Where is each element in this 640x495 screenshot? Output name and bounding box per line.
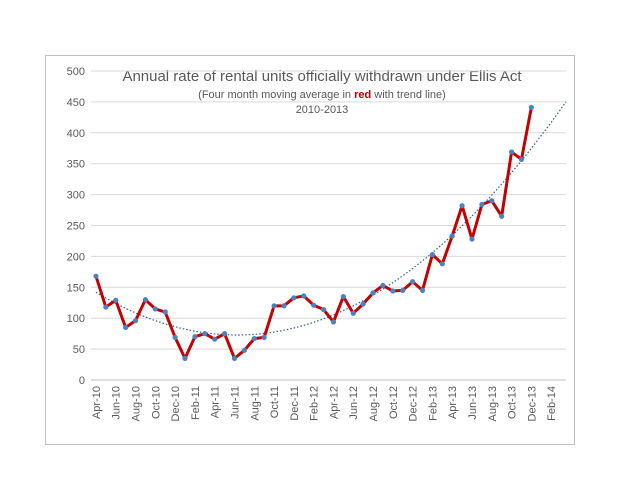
data-point — [132, 318, 139, 324]
data-points — [93, 104, 534, 361]
data-point — [459, 203, 465, 209]
data-point — [518, 156, 525, 162]
y-tick-label: 100 — [67, 313, 85, 325]
data-point — [340, 293, 346, 300]
data-point — [439, 261, 445, 267]
data-point — [241, 347, 247, 353]
subtitle-part: (Four month moving average in — [198, 89, 354, 101]
data-point — [479, 201, 485, 208]
data-point — [469, 236, 475, 242]
x-tick-label: Aug-11 — [249, 386, 261, 421]
y-tick-label: 350 — [67, 159, 85, 171]
data-point — [271, 303, 277, 309]
data-point — [380, 282, 386, 289]
data-point — [251, 335, 257, 342]
x-tick-label: Jun-12 — [348, 386, 360, 420]
data-point — [113, 297, 119, 303]
x-tick-label: Dec-10 — [170, 386, 182, 421]
x-tick-label: Oct-12 — [388, 386, 400, 419]
data-point — [528, 104, 534, 111]
x-tick-label: Jun-10 — [111, 386, 123, 420]
y-tick-label: 150 — [67, 282, 85, 294]
x-tick-label: Oct-10 — [150, 386, 162, 419]
y-tick-label: 450 — [67, 97, 85, 109]
y-axis-ticks: 0 50 100 150 200 250 300 350 400 450 500 — [67, 66, 85, 387]
y-tick-label: 50 — [73, 344, 85, 356]
y-tick-label: 250 — [67, 221, 85, 233]
data-point — [350, 310, 356, 316]
y-tick-label: 500 — [67, 66, 85, 78]
data-point — [360, 301, 366, 307]
gridlines — [91, 70, 566, 381]
data-point — [301, 293, 307, 299]
data-point — [182, 355, 188, 361]
line-chart: Annual rate of rental units officially w… — [67, 66, 567, 421]
x-tick-label: Oct-13 — [507, 386, 519, 419]
data-point — [499, 213, 505, 219]
data-point — [508, 149, 515, 155]
data-point — [489, 198, 495, 204]
data-point — [202, 331, 208, 337]
data-point — [162, 309, 168, 315]
x-tick-label: Dec-13 — [526, 386, 538, 421]
data-point — [103, 304, 109, 310]
series-line — [94, 107, 533, 360]
data-point — [291, 295, 297, 301]
trend-line — [95, 101, 567, 336]
chart-title: Annual rate of rental units officially w… — [122, 68, 522, 85]
x-tick-label: Aug-12 — [368, 386, 380, 421]
x-tick-label: Apr-13 — [447, 386, 459, 419]
series-polyline — [94, 107, 533, 360]
data-point — [400, 287, 406, 293]
chart-subtitle: (Four month moving average in red with t… — [198, 89, 446, 101]
data-point — [429, 251, 436, 258]
data-point — [261, 334, 267, 340]
data-point — [320, 306, 327, 313]
data-point — [172, 334, 178, 340]
data-point — [93, 273, 99, 279]
y-tick-label: 400 — [67, 128, 85, 140]
data-point — [311, 302, 317, 308]
x-tick-label: Apr-11 — [210, 386, 222, 418]
x-tick-label: Jun-11 — [229, 386, 241, 419]
x-tick-label: Feb-14 — [546, 386, 558, 421]
data-point — [410, 279, 416, 285]
data-point — [231, 355, 238, 361]
data-point — [212, 336, 218, 342]
subtitle-red-word: red — [354, 89, 371, 101]
x-axis-ticks: Apr-10 Jun-10 Aug-10 Oct-10 Dec-10 Feb-11 Apr-… — [91, 386, 558, 421]
x-tick-label: Dec-11 — [289, 386, 301, 421]
y-tick-label: 200 — [67, 251, 85, 263]
chart-frame: Annual rate of rental units officially w… — [45, 55, 575, 445]
trend-polyline — [95, 101, 567, 336]
x-tick-label: Dec-12 — [408, 386, 420, 421]
x-tick-label: Feb-13 — [427, 386, 439, 421]
data-point — [419, 287, 426, 293]
data-point — [281, 303, 287, 309]
data-point — [152, 306, 158, 312]
x-tick-label: Jun-13 — [467, 386, 479, 420]
y-tick-label: 300 — [67, 190, 85, 202]
data-point — [123, 324, 129, 331]
x-tick-label: Feb-11 — [190, 386, 202, 420]
chart-subtitle-years: 2010-2013 — [296, 104, 349, 116]
x-tick-label: Feb-12 — [309, 386, 321, 421]
data-point — [390, 288, 396, 294]
data-point — [370, 290, 376, 296]
x-tick-label: Apr-10 — [91, 386, 103, 419]
x-tick-label: Aug-13 — [487, 386, 499, 421]
y-tick-label: 0 — [79, 375, 85, 387]
data-point — [221, 331, 228, 337]
x-tick-label: Aug-10 — [131, 386, 143, 421]
data-point — [330, 319, 337, 325]
subtitle-part: with trend line) — [371, 89, 446, 101]
data-point — [449, 233, 455, 239]
data-point — [142, 297, 149, 303]
x-tick-label: Oct-11 — [269, 386, 281, 418]
data-point — [192, 334, 198, 340]
x-tick-label: Apr-12 — [328, 386, 340, 419]
